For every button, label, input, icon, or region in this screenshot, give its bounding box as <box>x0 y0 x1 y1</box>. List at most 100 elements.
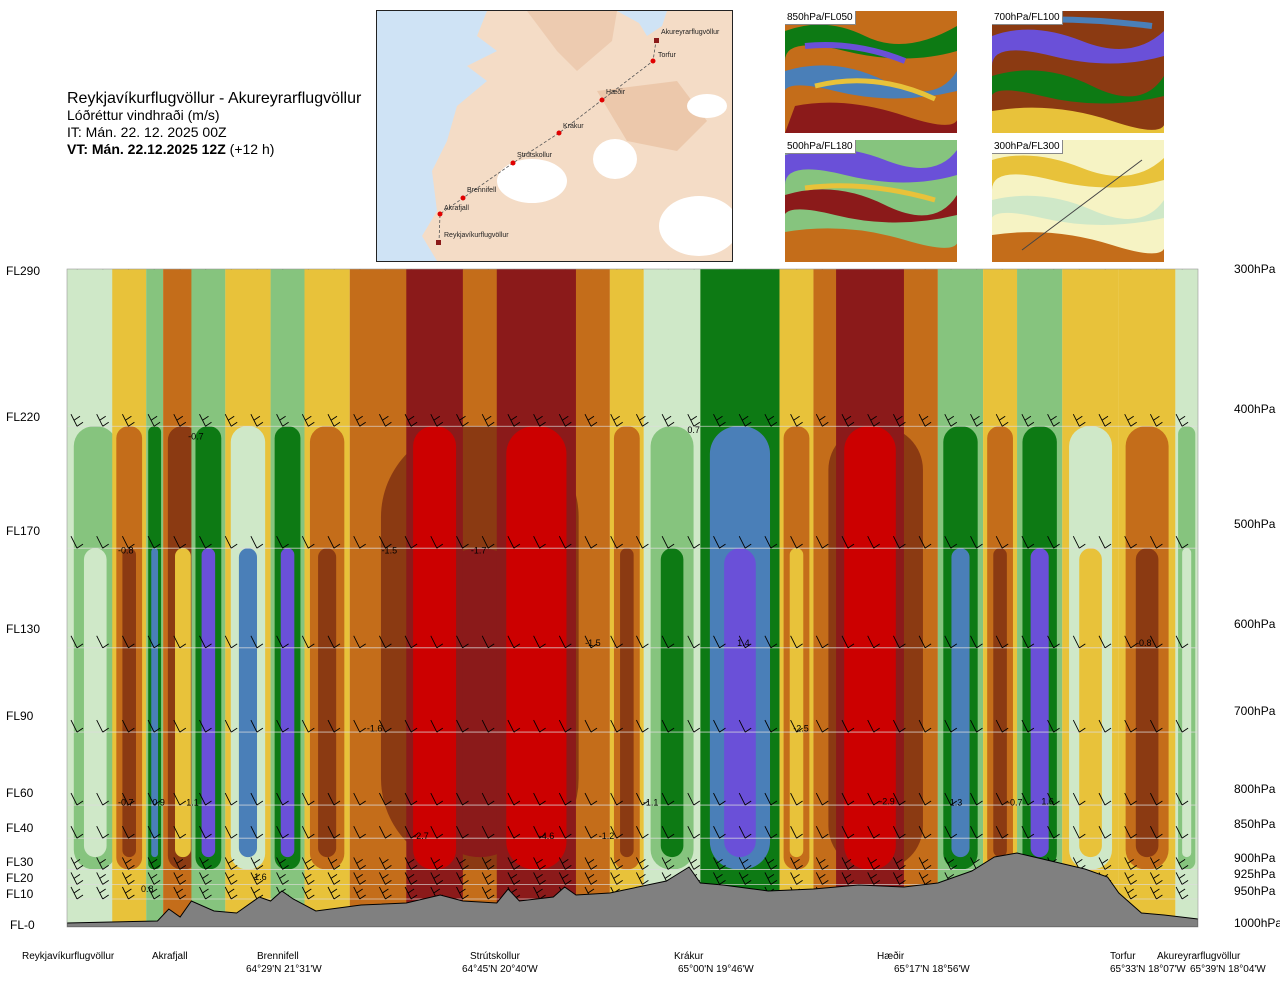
wind-barb <box>558 825 572 839</box>
wind-barb <box>353 857 366 870</box>
annotation-20: -1.2 <box>599 831 615 841</box>
wind-barb <box>250 719 264 733</box>
field-peak-6 <box>280 548 295 858</box>
wind-barb <box>970 635 983 649</box>
fl-label-10: FL10 <box>6 887 34 901</box>
wind-barb <box>1072 792 1086 806</box>
wind-barb <box>250 635 264 649</box>
wind-barb <box>892 635 906 649</box>
thumbnail-700hpa[interactable]: 700hPa/FL100 <box>992 11 1164 133</box>
wind-barb <box>873 269 875 270</box>
wind-barb <box>995 635 1009 649</box>
thumbnail-300hpa[interactable]: 300hPa/FL300 <box>992 140 1164 262</box>
thumbnail-500hpa[interactable]: 500hPa/FL180 <box>785 140 957 262</box>
wind-barb <box>327 872 341 885</box>
annotation-14: -2.9 <box>879 796 895 806</box>
wind-barb <box>1021 635 1035 649</box>
wind-barb <box>301 635 315 649</box>
wind-barb <box>995 825 1009 839</box>
wind-barb <box>359 269 361 270</box>
wind-barb <box>353 719 366 733</box>
fl-label-40: FL40 <box>6 821 34 835</box>
wind-barb <box>70 414 84 427</box>
wind-barb <box>815 857 829 870</box>
wind-barb <box>610 872 623 885</box>
wind-barb <box>481 535 495 549</box>
pressure-gridlines <box>67 425 1198 927</box>
wind-barb <box>96 414 109 427</box>
wind-barb <box>661 535 675 549</box>
wind-barb <box>815 872 829 885</box>
map-terrain <box>377 11 732 261</box>
station-haedir: Hæðir <box>877 951 905 962</box>
field-peak-12 <box>660 548 684 858</box>
wind-barb <box>558 635 572 649</box>
wind-barb <box>250 825 264 839</box>
wind-barb <box>558 535 572 549</box>
wind-barb <box>378 414 392 427</box>
wind-barb <box>76 269 78 270</box>
wind-barb <box>918 719 932 733</box>
wind-barb <box>327 792 341 806</box>
wind-barb <box>276 857 289 870</box>
wind-barb <box>199 535 212 549</box>
p-label-925: 925hPa <box>1234 867 1276 881</box>
wind-barb <box>353 635 366 649</box>
issue-time: IT: Mán. 22. 12. 2025 00Z <box>67 124 227 140</box>
wind-barb <box>1098 719 1112 733</box>
wind-barb <box>173 635 187 649</box>
fl-label-220: FL220 <box>6 410 41 424</box>
wind-barb <box>1021 535 1035 549</box>
wind-barb <box>1149 825 1163 839</box>
wind-barb <box>918 872 932 885</box>
thumbnail-850hpa[interactable]: 850hPa/FL050 <box>785 11 957 133</box>
wind-barb <box>815 535 829 549</box>
wind-barb <box>481 635 495 649</box>
wind-barb <box>121 872 135 885</box>
wind-barb <box>790 792 803 806</box>
wind-barb <box>616 269 618 270</box>
wind-barb <box>944 792 958 806</box>
wind-barb <box>327 635 341 649</box>
wind-barb <box>384 269 387 270</box>
wind-barb <box>70 792 84 806</box>
wind-barb <box>507 857 521 870</box>
wind-barb <box>121 857 135 870</box>
wind-barb <box>436 269 438 270</box>
wind-barb <box>282 269 284 270</box>
wind-barb <box>764 825 778 839</box>
wind-barb <box>1098 825 1112 839</box>
wind-barb <box>892 792 906 806</box>
wind-barb <box>867 825 880 839</box>
wind-barb <box>1124 872 1137 885</box>
p-label-800: 800hPa <box>1234 782 1276 796</box>
map-label-haedir: Hæðir <box>606 89 626 96</box>
wind-barb <box>738 857 752 870</box>
wind-barb <box>661 635 675 649</box>
wind-barb <box>713 792 726 806</box>
wind-barb <box>199 886 212 900</box>
wind-barb <box>102 269 104 270</box>
wind-barb <box>378 886 392 900</box>
wind-barb <box>1098 857 1112 870</box>
wind-barb <box>173 535 187 549</box>
wind-barb <box>96 886 109 900</box>
wind-barb <box>1130 269 1132 270</box>
wind-barb <box>847 269 849 270</box>
wind-barb <box>301 857 315 870</box>
field-peak-9 <box>423 548 446 858</box>
wind-barb <box>301 792 315 806</box>
wind-barb <box>713 535 726 549</box>
wind-barb <box>1072 825 1086 839</box>
fl-label-170: FL170 <box>6 524 41 538</box>
wind-barb <box>635 635 649 649</box>
wind-barb <box>970 792 983 806</box>
wind-barb <box>661 414 675 427</box>
field-peak-18 <box>993 548 1007 858</box>
wind-barb <box>1047 825 1060 839</box>
wind-barb <box>1155 269 1158 270</box>
wind-barb <box>564 269 567 270</box>
field-peak-1 <box>122 548 136 858</box>
annotation-2: -1.5 <box>382 546 398 556</box>
coord-strutskollur: 64°45'N 20°40'W <box>462 964 538 975</box>
